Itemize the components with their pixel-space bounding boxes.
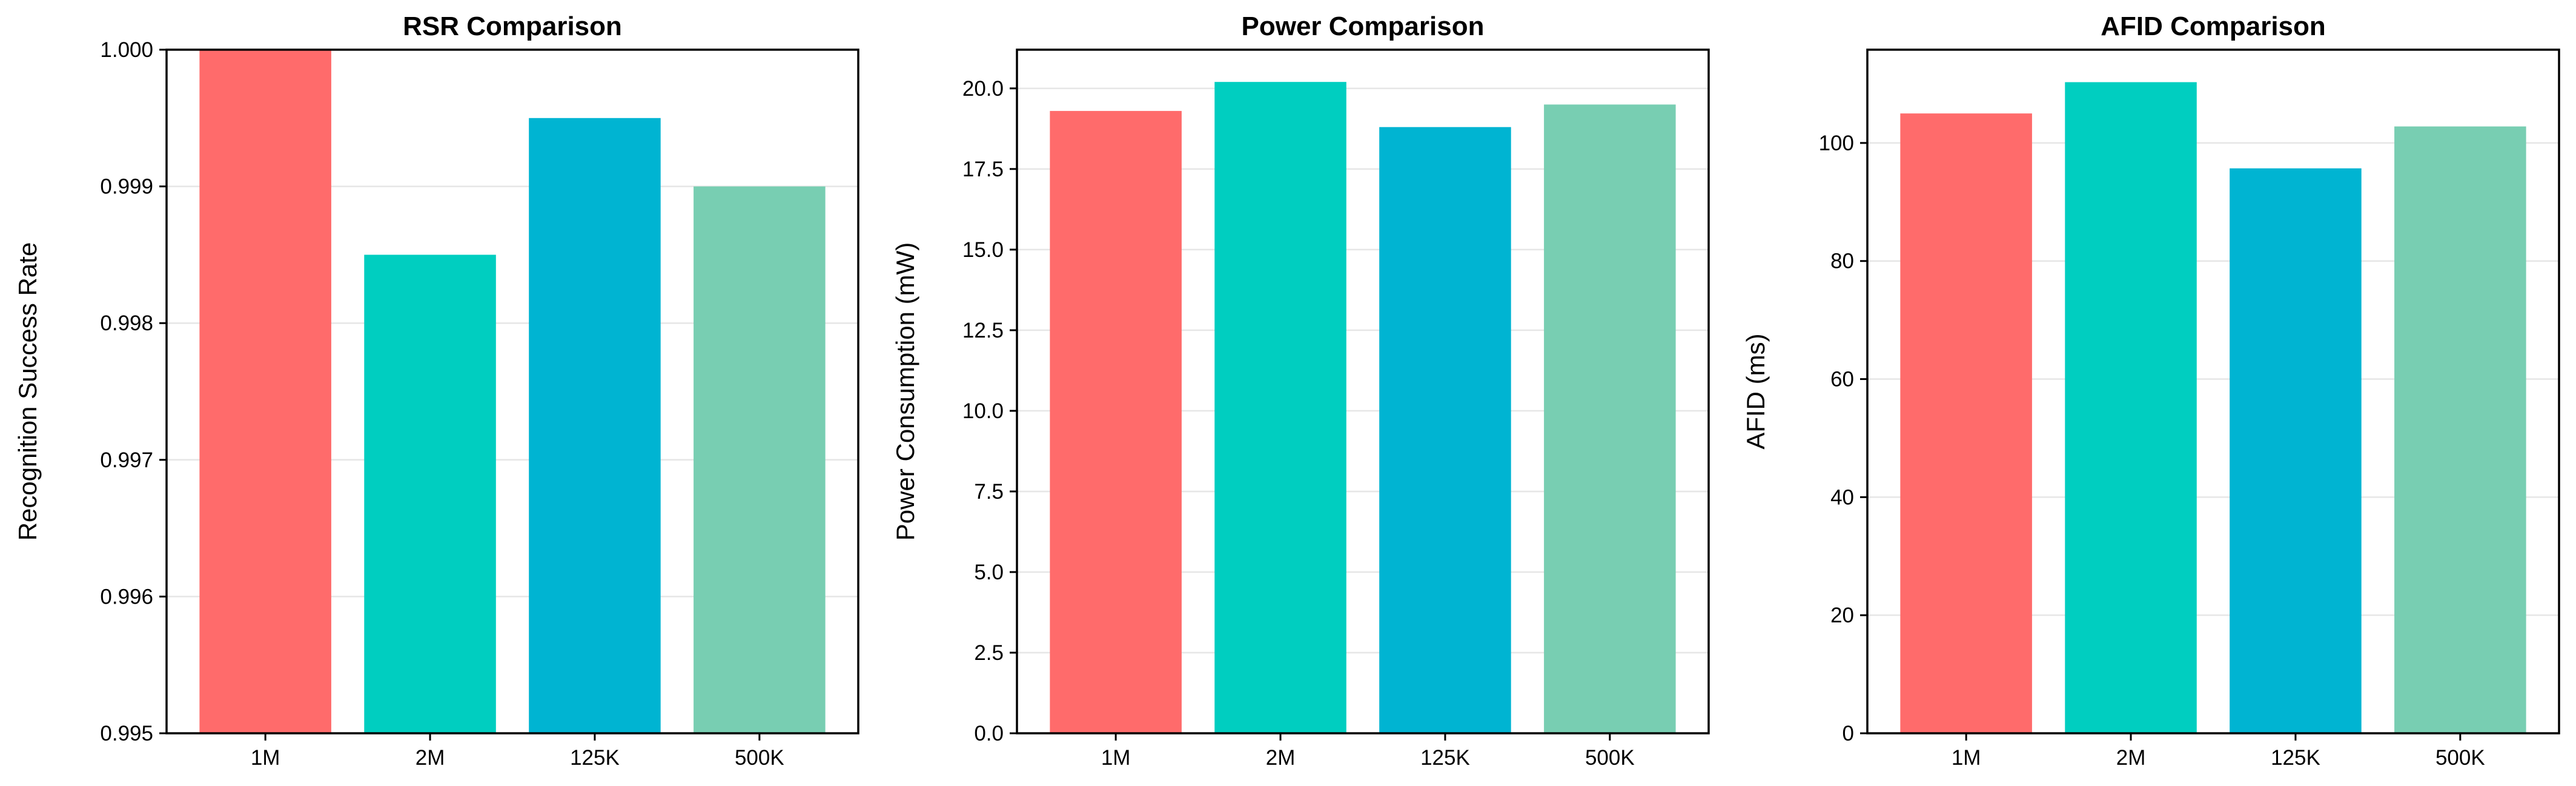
axes-frame bbox=[165, 48, 859, 734]
y-axis-label: AFID (ms) bbox=[1741, 333, 1770, 449]
bar-1m bbox=[1050, 111, 1182, 733]
chart-title: Power Comparison bbox=[1242, 12, 1485, 41]
chart-panel-2: 0.0 2.5 5.0 7.5 10.0 12.5 15.0 17.5 20.0 1M 2M 125K… bbox=[891, 12, 1710, 770]
y-tick-label: 5.0 bbox=[974, 561, 1004, 584]
x-tick-label: 2M bbox=[2116, 746, 2146, 770]
x-tick-label: 125K bbox=[2271, 746, 2320, 770]
x-tick-label: 125K bbox=[570, 746, 620, 770]
y-tick-label: 2.5 bbox=[974, 641, 1004, 665]
y-tick-label: 20.0 bbox=[962, 77, 1004, 101]
chart-title: RSR Comparison bbox=[403, 12, 622, 41]
axes-frame bbox=[1016, 48, 1710, 734]
bar-2m bbox=[1214, 82, 1346, 734]
bar-2m bbox=[364, 255, 496, 733]
x-tick-label: 500K bbox=[2435, 746, 2485, 770]
y-tick-label: 60 bbox=[1830, 368, 1854, 391]
chart-panel-1: 0.995 0.996 0.997 0.998 0.999 1.000 1M 2M 125K 50… bbox=[13, 12, 859, 770]
x-tick-label: 2M bbox=[1266, 746, 1296, 770]
y-tick-label: 0.0 bbox=[974, 722, 1004, 745]
y-tick-label: 17.5 bbox=[962, 158, 1004, 181]
x-tick-label: 500K bbox=[735, 746, 784, 770]
x-tick-label: 1M bbox=[251, 746, 280, 770]
y-tick-label: 0.995 bbox=[100, 722, 153, 745]
x-tick-label: 1M bbox=[1101, 746, 1131, 770]
bar-125k bbox=[1379, 127, 1511, 733]
x-tick-label: 2M bbox=[416, 746, 445, 770]
chart-title: AFID Comparison bbox=[2101, 12, 2326, 41]
bar-1m bbox=[199, 50, 331, 733]
bar-1m bbox=[1900, 113, 2032, 733]
bar-125k bbox=[2230, 168, 2362, 734]
bar-500k bbox=[1544, 104, 1676, 733]
x-tick-label: 125K bbox=[1420, 746, 1470, 770]
y-tick-label: 12.5 bbox=[962, 319, 1004, 342]
y-tick-label: 0.999 bbox=[100, 175, 153, 199]
y-tick-label: 0.996 bbox=[100, 585, 153, 608]
y-tick-label: 1.000 bbox=[100, 38, 153, 62]
y-tick-label: 100 bbox=[1819, 132, 1854, 155]
x-tick-label: 1M bbox=[1952, 746, 1981, 770]
y-tick-label: 15.0 bbox=[962, 238, 1004, 262]
y-tick-label: 80 bbox=[1830, 250, 1854, 273]
y-tick-label: 0.997 bbox=[100, 448, 153, 472]
y-tick-label: 7.5 bbox=[974, 480, 1004, 504]
chart-panel-3: 0 20 40 60 80 100 1M 2M 125K 500K AFID Comparison A… bbox=[1741, 12, 2560, 770]
axes-frame bbox=[1866, 48, 2560, 734]
y-tick-label: 0.998 bbox=[100, 311, 153, 335]
y-tick-label: 20 bbox=[1830, 604, 1854, 627]
bar-500k bbox=[694, 186, 826, 734]
y-tick-label: 0 bbox=[1843, 722, 1854, 745]
x-tick-label: 500K bbox=[1585, 746, 1635, 770]
bar-125k bbox=[529, 118, 661, 734]
y-axis-label: Recognition Success Rate bbox=[13, 242, 42, 541]
y-tick-label: 40 bbox=[1830, 485, 1854, 509]
bar-2m bbox=[2065, 82, 2197, 733]
y-tick-label: 10.0 bbox=[962, 399, 1004, 423]
y-axis-label: Power Consumption (mW) bbox=[891, 242, 919, 541]
bar-500k bbox=[2394, 126, 2526, 733]
